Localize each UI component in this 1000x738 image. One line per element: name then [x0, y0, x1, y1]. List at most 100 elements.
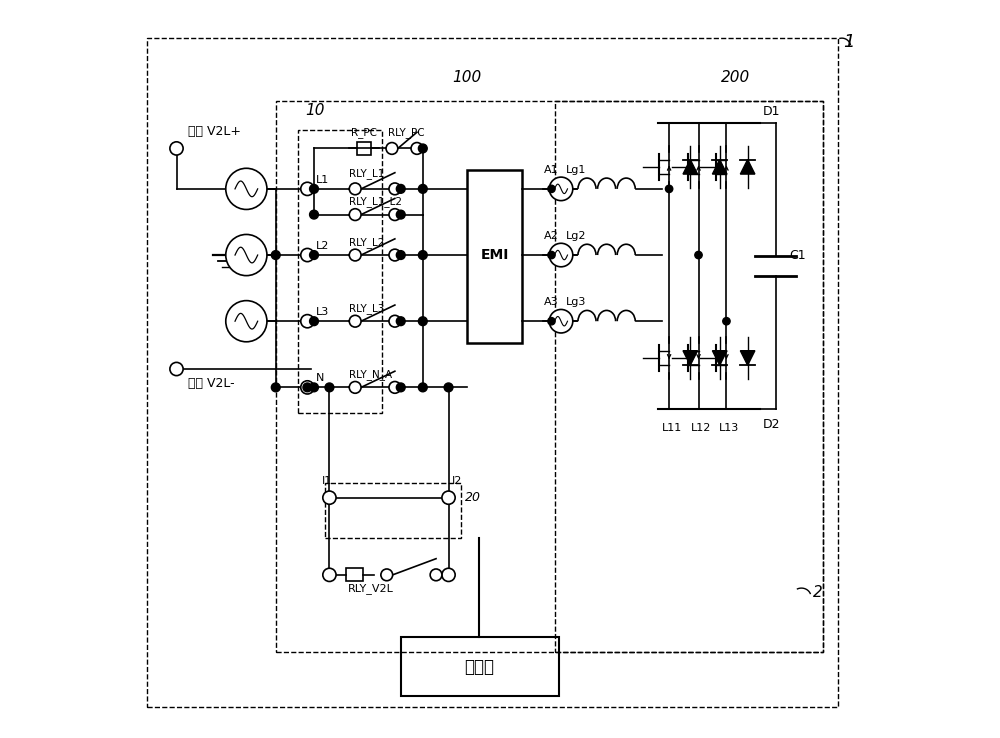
- Circle shape: [549, 309, 573, 333]
- Text: R_PC: R_PC: [351, 127, 377, 138]
- Text: RLY_L1_L2: RLY_L1_L2: [349, 196, 402, 207]
- Text: L3: L3: [316, 307, 329, 317]
- Circle shape: [418, 144, 427, 153]
- Circle shape: [418, 251, 427, 260]
- Circle shape: [381, 569, 393, 581]
- Circle shape: [170, 142, 183, 155]
- Text: 20: 20: [465, 492, 481, 504]
- Text: RLY_L3: RLY_L3: [349, 303, 385, 314]
- Circle shape: [389, 249, 401, 261]
- Circle shape: [301, 249, 314, 262]
- Text: RLY_L1: RLY_L1: [349, 168, 385, 179]
- Text: 外部 V2L+: 外部 V2L+: [188, 125, 241, 138]
- Circle shape: [310, 210, 318, 219]
- Text: Lg2: Lg2: [566, 231, 587, 241]
- Text: Lg3: Lg3: [566, 297, 587, 307]
- Bar: [276, 100, 823, 652]
- Circle shape: [548, 185, 555, 193]
- Text: EMI: EMI: [480, 248, 509, 262]
- Circle shape: [418, 317, 427, 325]
- Text: 1: 1: [843, 32, 855, 51]
- Circle shape: [665, 185, 673, 193]
- Text: C1: C1: [789, 249, 806, 262]
- Circle shape: [389, 209, 401, 221]
- Text: L13: L13: [719, 424, 739, 433]
- Circle shape: [310, 383, 318, 392]
- Text: 2: 2: [812, 585, 822, 600]
- Circle shape: [444, 383, 453, 392]
- Circle shape: [349, 315, 361, 327]
- Circle shape: [396, 317, 405, 325]
- Polygon shape: [712, 159, 727, 174]
- Circle shape: [396, 184, 405, 193]
- Circle shape: [226, 300, 267, 342]
- Text: I1: I1: [322, 477, 332, 486]
- Text: RLY_PC: RLY_PC: [388, 127, 424, 138]
- Bar: [555, 100, 823, 652]
- Circle shape: [310, 317, 318, 325]
- Text: 外部 V2L-: 外部 V2L-: [188, 377, 234, 390]
- Text: A1: A1: [544, 165, 559, 175]
- Circle shape: [301, 182, 314, 196]
- Text: RLY_V2L: RLY_V2L: [348, 583, 394, 594]
- Text: D1: D1: [763, 106, 781, 118]
- Circle shape: [349, 183, 361, 195]
- Text: N: N: [316, 373, 325, 384]
- Circle shape: [170, 362, 183, 376]
- Circle shape: [301, 314, 314, 328]
- Text: L12: L12: [691, 424, 712, 433]
- Text: L2: L2: [316, 241, 330, 251]
- Circle shape: [430, 569, 442, 581]
- Text: 100: 100: [452, 70, 482, 86]
- Circle shape: [548, 317, 555, 325]
- Circle shape: [396, 251, 405, 260]
- Circle shape: [389, 315, 401, 327]
- Circle shape: [323, 491, 336, 504]
- Polygon shape: [740, 351, 755, 365]
- Circle shape: [411, 142, 423, 154]
- Circle shape: [349, 382, 361, 393]
- Circle shape: [723, 317, 730, 325]
- Bar: [401, 638, 559, 696]
- Circle shape: [396, 210, 405, 219]
- Text: RLY_L2: RLY_L2: [349, 237, 385, 248]
- Circle shape: [418, 184, 427, 193]
- Text: 控制器: 控制器: [464, 658, 494, 676]
- Circle shape: [301, 381, 314, 394]
- Circle shape: [323, 568, 336, 582]
- Circle shape: [349, 209, 361, 221]
- Bar: [346, 568, 363, 582]
- Circle shape: [271, 383, 280, 392]
- Text: L11: L11: [662, 424, 682, 433]
- Circle shape: [548, 252, 555, 259]
- Circle shape: [226, 235, 267, 275]
- Circle shape: [389, 183, 401, 195]
- Circle shape: [442, 491, 455, 504]
- Text: D2: D2: [763, 418, 781, 431]
- Polygon shape: [712, 351, 727, 365]
- Circle shape: [442, 568, 455, 582]
- Circle shape: [549, 244, 573, 267]
- Text: A2: A2: [544, 231, 559, 241]
- Polygon shape: [683, 351, 698, 365]
- Bar: [298, 130, 382, 413]
- Text: I2: I2: [452, 477, 463, 486]
- Circle shape: [389, 382, 401, 393]
- Circle shape: [349, 249, 361, 261]
- Text: A3: A3: [544, 297, 559, 307]
- Polygon shape: [740, 159, 755, 174]
- Text: L1: L1: [316, 175, 329, 185]
- Text: RLY_N_A: RLY_N_A: [349, 369, 392, 380]
- Polygon shape: [683, 159, 698, 174]
- Circle shape: [226, 168, 267, 210]
- Text: 200: 200: [721, 70, 750, 86]
- Circle shape: [325, 383, 334, 392]
- Circle shape: [303, 383, 312, 392]
- Circle shape: [418, 383, 427, 392]
- Circle shape: [310, 184, 318, 193]
- Circle shape: [396, 383, 405, 392]
- Circle shape: [386, 142, 398, 154]
- Text: Lg1: Lg1: [566, 165, 587, 175]
- Circle shape: [695, 252, 702, 259]
- Circle shape: [271, 251, 280, 260]
